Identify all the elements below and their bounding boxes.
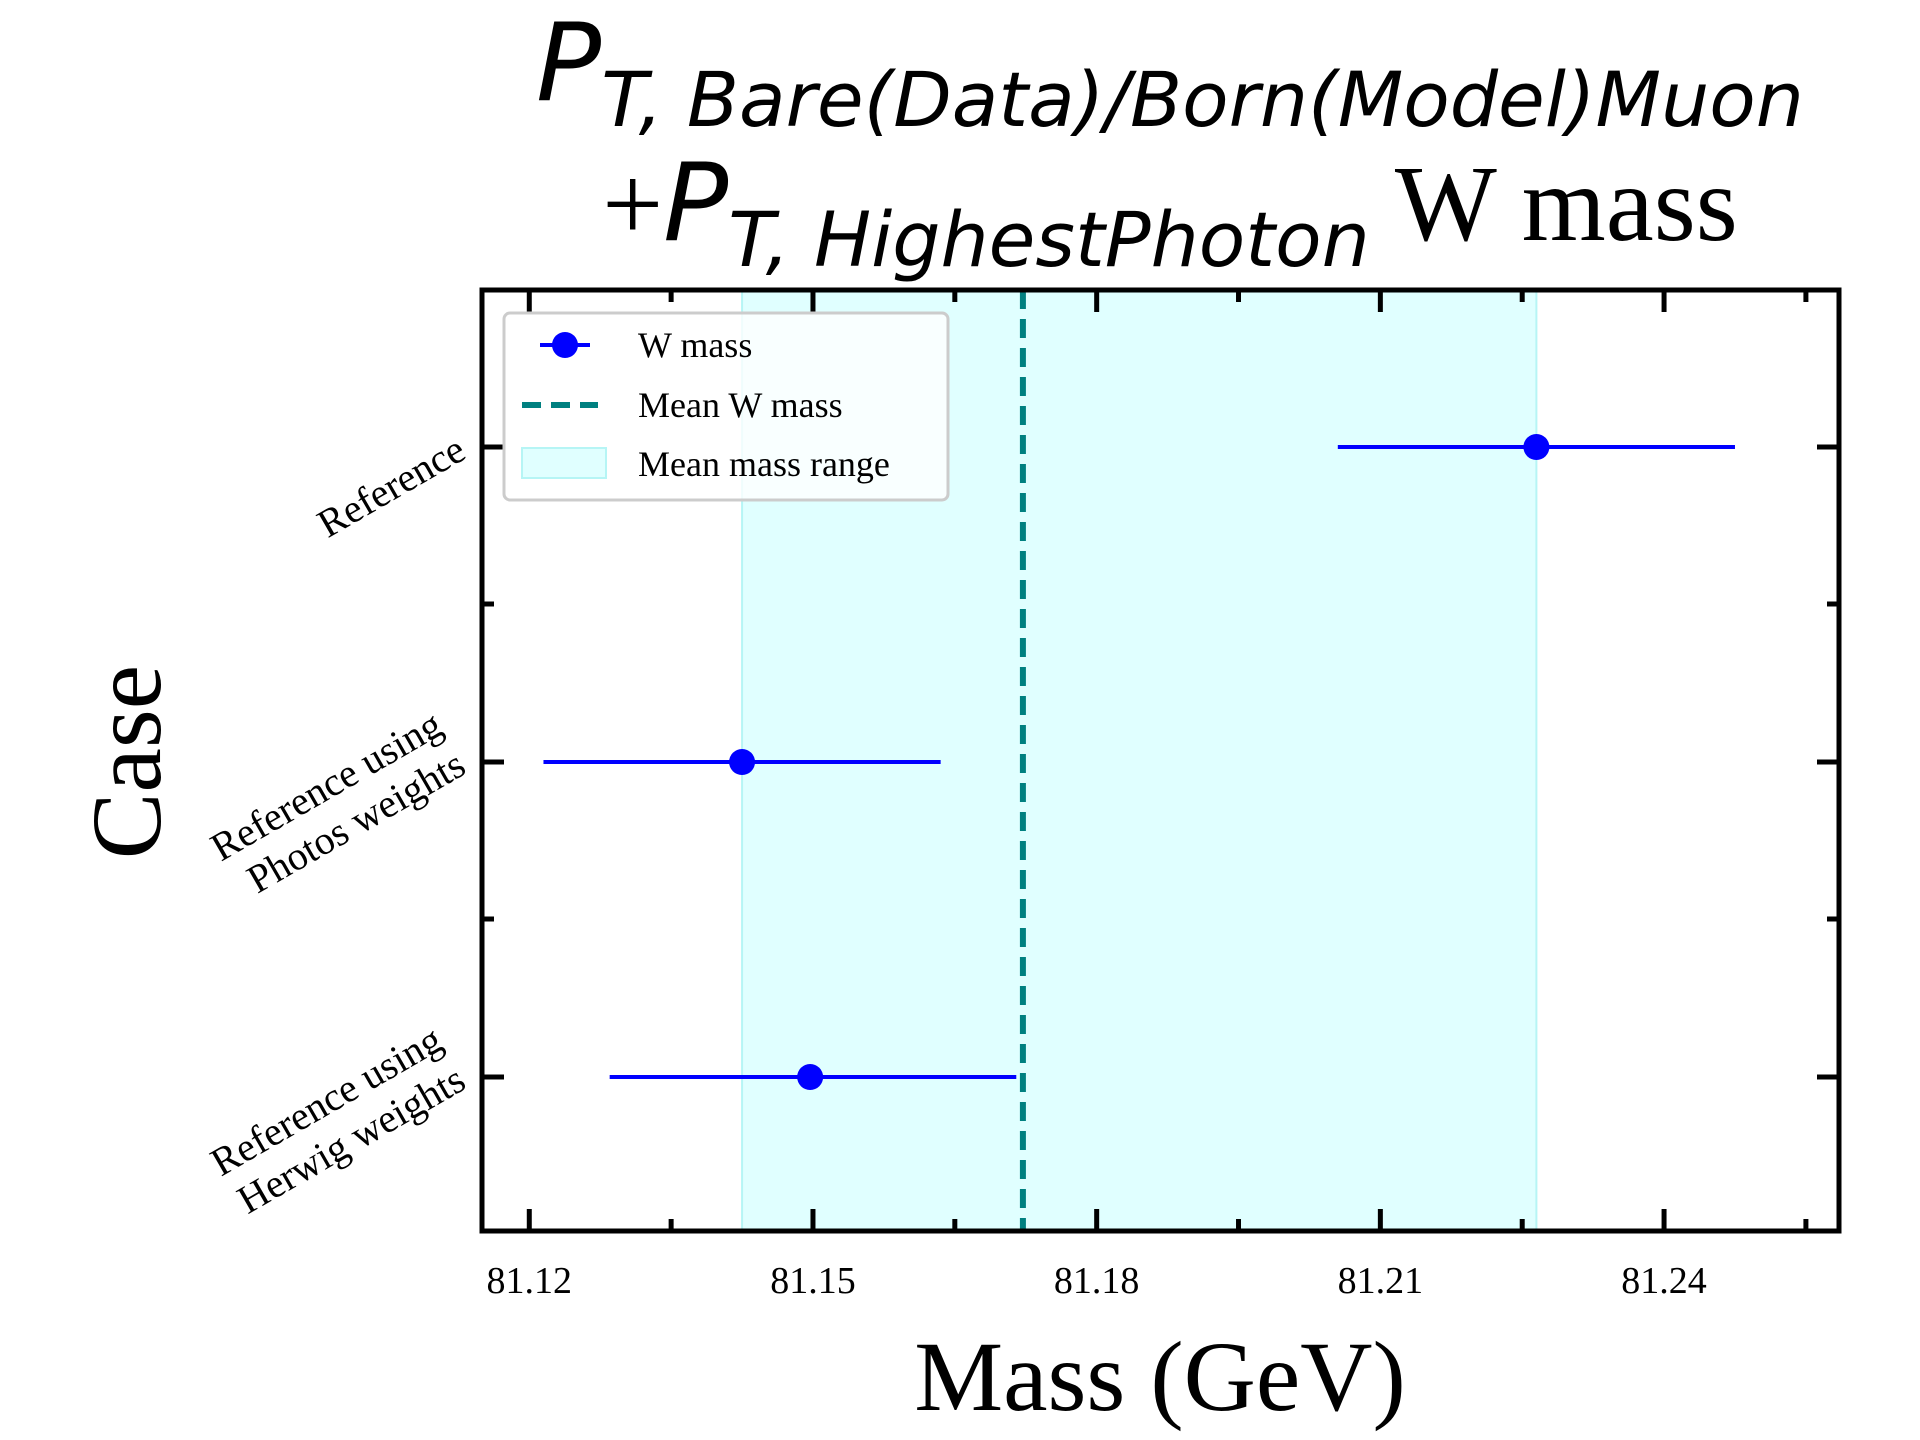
chart-title-line1-main: P [536,1,601,126]
legend-box [502,311,950,502]
y-axis-label: Case [71,665,182,859]
legend-band-swatch [521,447,607,479]
x-axis-label: Mass (GeV) [914,1321,1406,1432]
x-tick-labels: 81.12 81.15 81.18 81.21 81.24 [487,1260,1707,1302]
legend-entry-mean-mass-range: Mean mass range [521,444,890,484]
x-tick-label-4: 81.24 [1621,1260,1707,1302]
data-point-2 [797,1064,824,1090]
legend-label-w-mass: W mass [638,325,752,365]
legend-label-mean-w-mass: Mean W mass [638,385,843,425]
legend-point-marker [552,332,578,358]
legend-label-mean-mass-range: Mean mass range [638,444,890,484]
chart-title-line2-prefix: + [602,145,663,264]
chart-title-line2-suffix: W mass [1370,145,1738,264]
chart-title: PT, Bare(Data)/Born(Model)Muon +PT, High… [536,1,1804,284]
data-point-1 [729,749,756,775]
data-point-0 [1523,434,1550,460]
chart-title-line2-main: P [663,141,728,266]
legend-entry-mean-w-mass: Mean W mass [522,385,843,425]
x-tick-label-3: 81.21 [1338,1260,1424,1302]
y-tick-label-0-line-0: Reference [310,426,473,546]
x-tick-label-2: 81.18 [1054,1260,1140,1302]
x-tick-label-0: 81.12 [487,1260,573,1302]
legend: W mass Mean W mass Mean mass range [502,311,950,502]
x-tick-label-1: 81.15 [770,1260,856,1302]
chart-title-line1: PT, Bare(Data)/Born(Model)Muon [536,1,1804,144]
chart-title-line2: +PT, HighestPhoton W mass [602,141,1738,284]
chart-title-line2-sub: T, HighestPhoton [728,195,1370,284]
legend-entry-w-mass: W mass [540,325,752,365]
y-tick-label-0: Reference [310,426,473,546]
chart-title-line1-sub: T, Bare(Data)/Born(Model)Muon [601,55,1804,144]
plot-frame [479,287,1842,1234]
points-layer [543,434,1735,1090]
